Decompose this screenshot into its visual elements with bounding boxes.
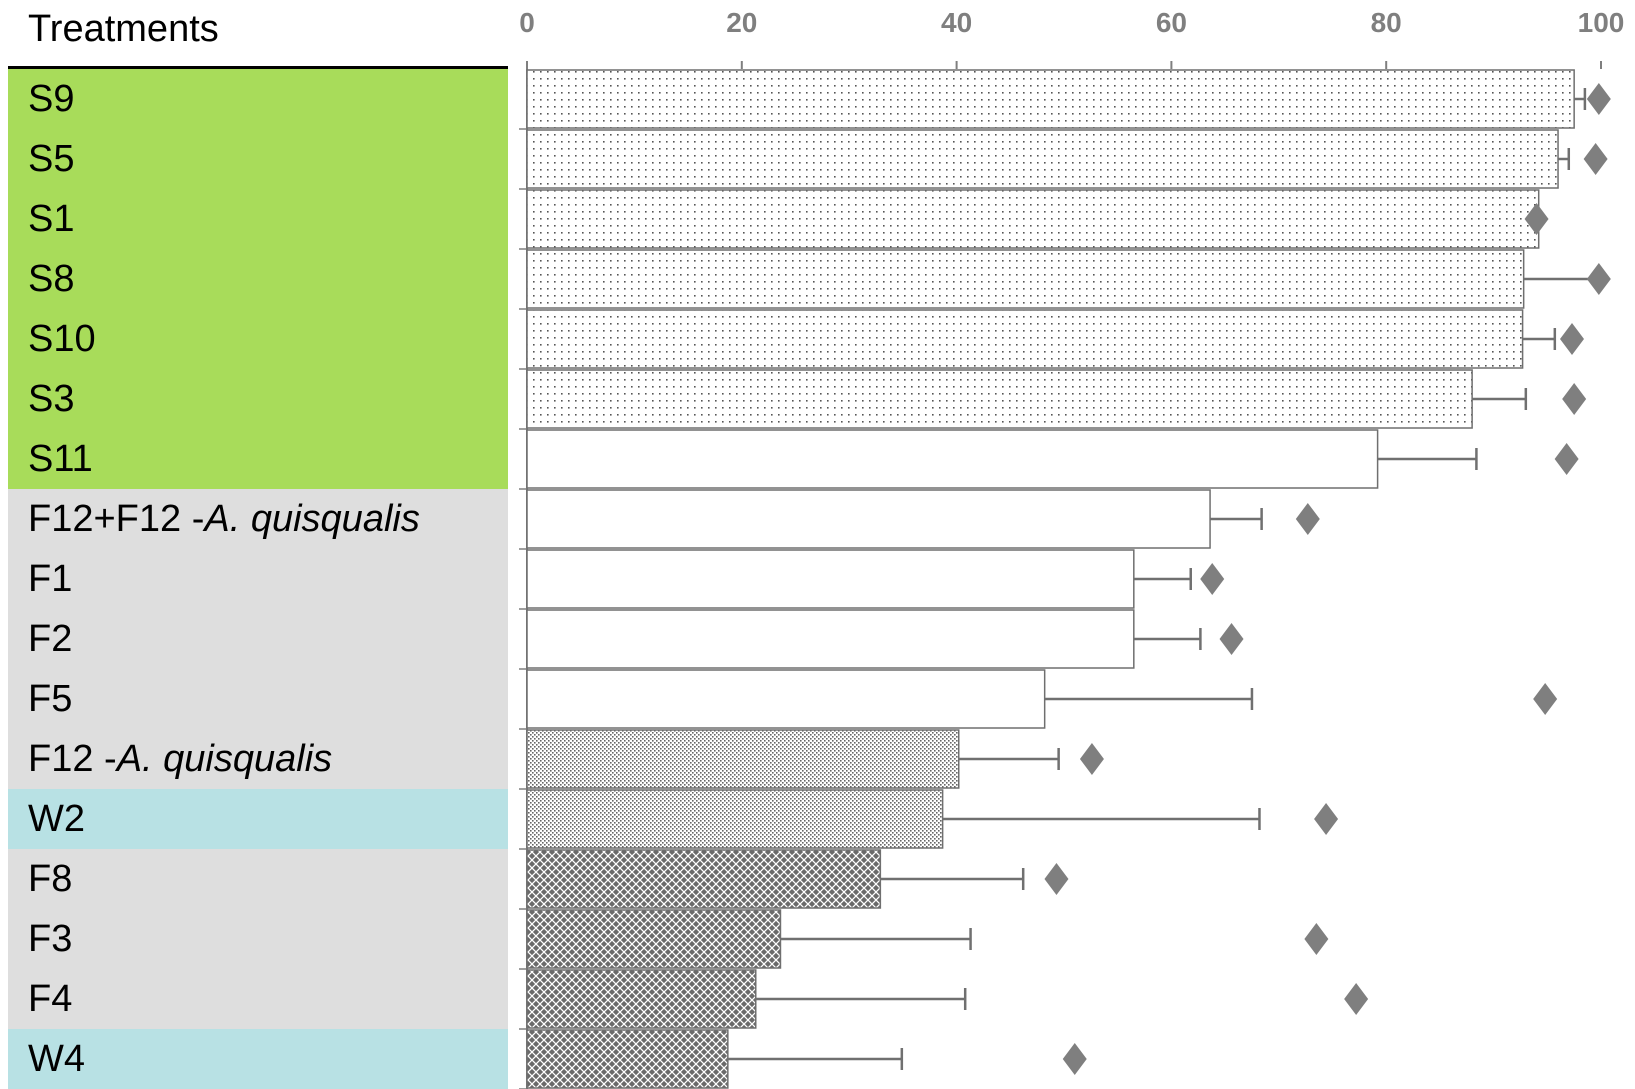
treatment-label: W2 bbox=[8, 789, 508, 849]
treatment-label-text: F12+F12 - bbox=[28, 497, 205, 540]
x-tick-label: 0 bbox=[519, 7, 535, 38]
bar bbox=[526, 429, 1379, 489]
diamond-marker bbox=[1062, 1043, 1087, 1075]
treatment-label-text: A. quisqualis bbox=[204, 497, 420, 540]
treatments-header: Treatments bbox=[28, 8, 219, 50]
x-tick-label: 20 bbox=[726, 7, 757, 38]
diamond-marker bbox=[1200, 563, 1225, 595]
diamond-marker bbox=[1344, 983, 1369, 1015]
treatment-label: S3 bbox=[8, 369, 508, 429]
diamond-marker bbox=[1586, 83, 1611, 115]
bar bbox=[526, 369, 1473, 429]
bar bbox=[526, 69, 1575, 129]
bar bbox=[526, 969, 757, 1029]
treatment-label-text: S11 bbox=[28, 437, 93, 480]
treatment-label: S9 bbox=[8, 69, 508, 129]
diamond-marker bbox=[1044, 863, 1069, 895]
x-tick-label: 40 bbox=[941, 7, 972, 38]
treatment-label-text: S10 bbox=[28, 317, 96, 360]
x-tick-label: 60 bbox=[1156, 7, 1187, 38]
header-rule bbox=[8, 66, 508, 69]
marks-layer bbox=[727, 83, 1611, 1075]
bars-layer bbox=[526, 69, 1575, 1089]
diamond-marker bbox=[1079, 743, 1104, 775]
treatment-label-text: S1 bbox=[28, 197, 75, 240]
bar bbox=[526, 549, 1135, 609]
treatment-label-text: F2 bbox=[28, 617, 73, 660]
bar bbox=[526, 309, 1524, 369]
diamond-marker bbox=[1295, 503, 1320, 535]
treatment-label-text: S5 bbox=[28, 137, 75, 180]
treatment-label: F12+F12 - A. quisqualis bbox=[8, 489, 508, 549]
diamond-marker bbox=[1524, 203, 1549, 235]
treatment-label-text: W4 bbox=[28, 1037, 85, 1080]
bar bbox=[526, 129, 1559, 189]
diamond-marker bbox=[1583, 143, 1608, 175]
bar bbox=[526, 789, 944, 849]
bar bbox=[526, 1029, 729, 1089]
diamond-marker bbox=[1554, 443, 1579, 475]
treatment-label-text: F12 - bbox=[28, 737, 117, 780]
treatment-label: F2 bbox=[8, 609, 508, 669]
bar bbox=[526, 609, 1135, 669]
diamond-marker bbox=[1533, 683, 1558, 715]
treatment-label: F3 bbox=[8, 909, 508, 969]
bar bbox=[526, 189, 1540, 249]
treatment-label: F12 - A. quisqualis bbox=[8, 729, 508, 789]
treatment-label-text: F8 bbox=[28, 857, 73, 900]
treatment-label: S1 bbox=[8, 189, 508, 249]
diamond-marker bbox=[1219, 623, 1244, 655]
treatment-label-text: S8 bbox=[28, 257, 75, 300]
bar bbox=[526, 909, 782, 969]
treatment-label-text: S3 bbox=[28, 377, 75, 420]
treatment-label-text: A. quisqualis bbox=[116, 737, 333, 780]
treatment-label-text: W2 bbox=[28, 797, 85, 840]
bar bbox=[526, 249, 1525, 309]
treatment-label: F1 bbox=[8, 549, 508, 609]
diamond-marker bbox=[1586, 263, 1611, 295]
treatment-label: W4 bbox=[8, 1029, 508, 1089]
diamond-marker bbox=[1304, 923, 1329, 955]
treatment-label-text: F1 bbox=[28, 557, 73, 600]
treatment-label: S11 bbox=[8, 429, 508, 489]
treatment-label: F8 bbox=[8, 849, 508, 909]
treatment-label: S10 bbox=[8, 309, 508, 369]
treatment-label-text: F4 bbox=[28, 977, 73, 1020]
bar bbox=[526, 729, 960, 789]
treatment-label: F5 bbox=[8, 669, 508, 729]
bar bbox=[526, 849, 882, 909]
diamond-marker bbox=[1560, 323, 1585, 355]
diamond-marker bbox=[1314, 803, 1339, 835]
treatment-label-text: F3 bbox=[28, 917, 73, 960]
treatment-label: S5 bbox=[8, 129, 508, 189]
treatment-label-text: S9 bbox=[28, 77, 75, 120]
bar bbox=[526, 489, 1211, 549]
x-tick-label: 100 bbox=[1578, 7, 1625, 38]
x-tick-label: 80 bbox=[1371, 7, 1402, 38]
treatment-label-text: F5 bbox=[28, 677, 73, 720]
treatment-label: F4 bbox=[8, 969, 508, 1029]
treatment-label: S8 bbox=[8, 249, 508, 309]
diamond-marker bbox=[1562, 383, 1587, 415]
bar bbox=[526, 669, 1046, 729]
